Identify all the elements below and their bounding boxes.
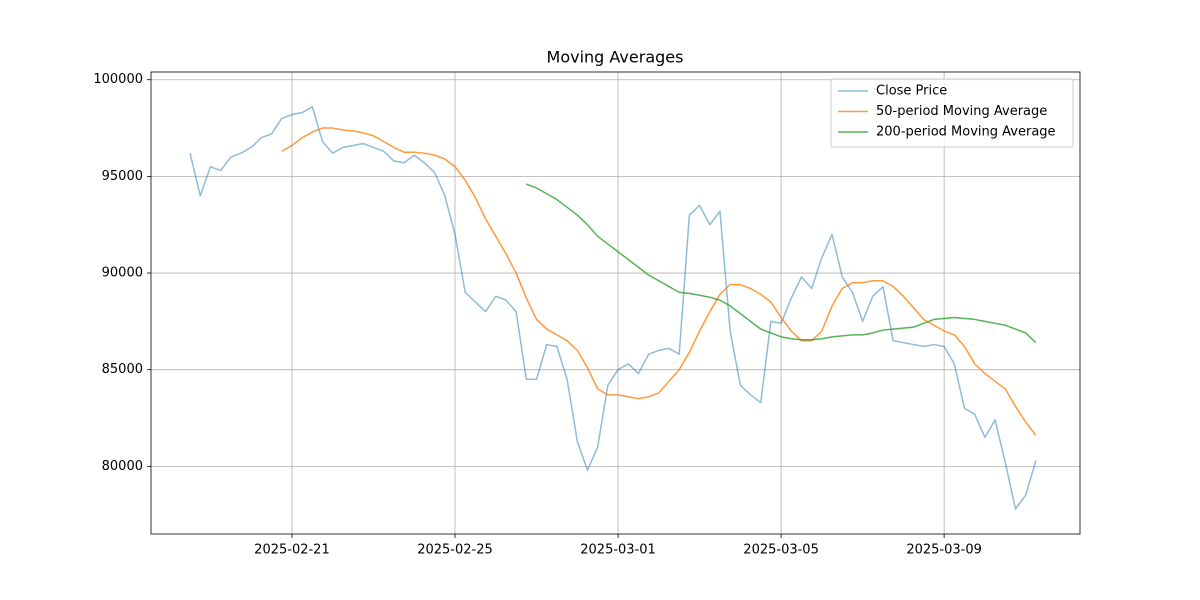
x-tick-label: 2025-02-21 [254, 543, 330, 558]
y-tick-label: 90000 [102, 266, 143, 281]
data-line [526, 183, 1037, 344]
data-line [281, 127, 1037, 436]
y-tick-label: 85000 [102, 362, 143, 377]
x-tick-label: 2025-02-25 [417, 543, 493, 558]
legend-box [830, 78, 1074, 148]
x-tick-label: 2025-03-09 [906, 543, 982, 558]
chart-title: Moving Averages [547, 48, 684, 67]
legend-label: Close Price [876, 84, 947, 99]
legend-label: 200-period Moving Average [876, 125, 1056, 140]
legend-label: 50-period Moving Average [876, 104, 1047, 119]
legend: Close Price 50-period Moving Average 200-p… [830, 78, 1074, 148]
x-tick-label: 2025-03-01 [580, 543, 656, 558]
y-tick-label: 95000 [102, 169, 143, 184]
y-tick-label: 100000 [93, 72, 143, 87]
data-line [189, 106, 1037, 510]
plot-frame [150, 71, 1081, 535]
x-tick-label: 2025-03-05 [743, 543, 819, 558]
y-tick-label: 80000 [102, 459, 143, 474]
